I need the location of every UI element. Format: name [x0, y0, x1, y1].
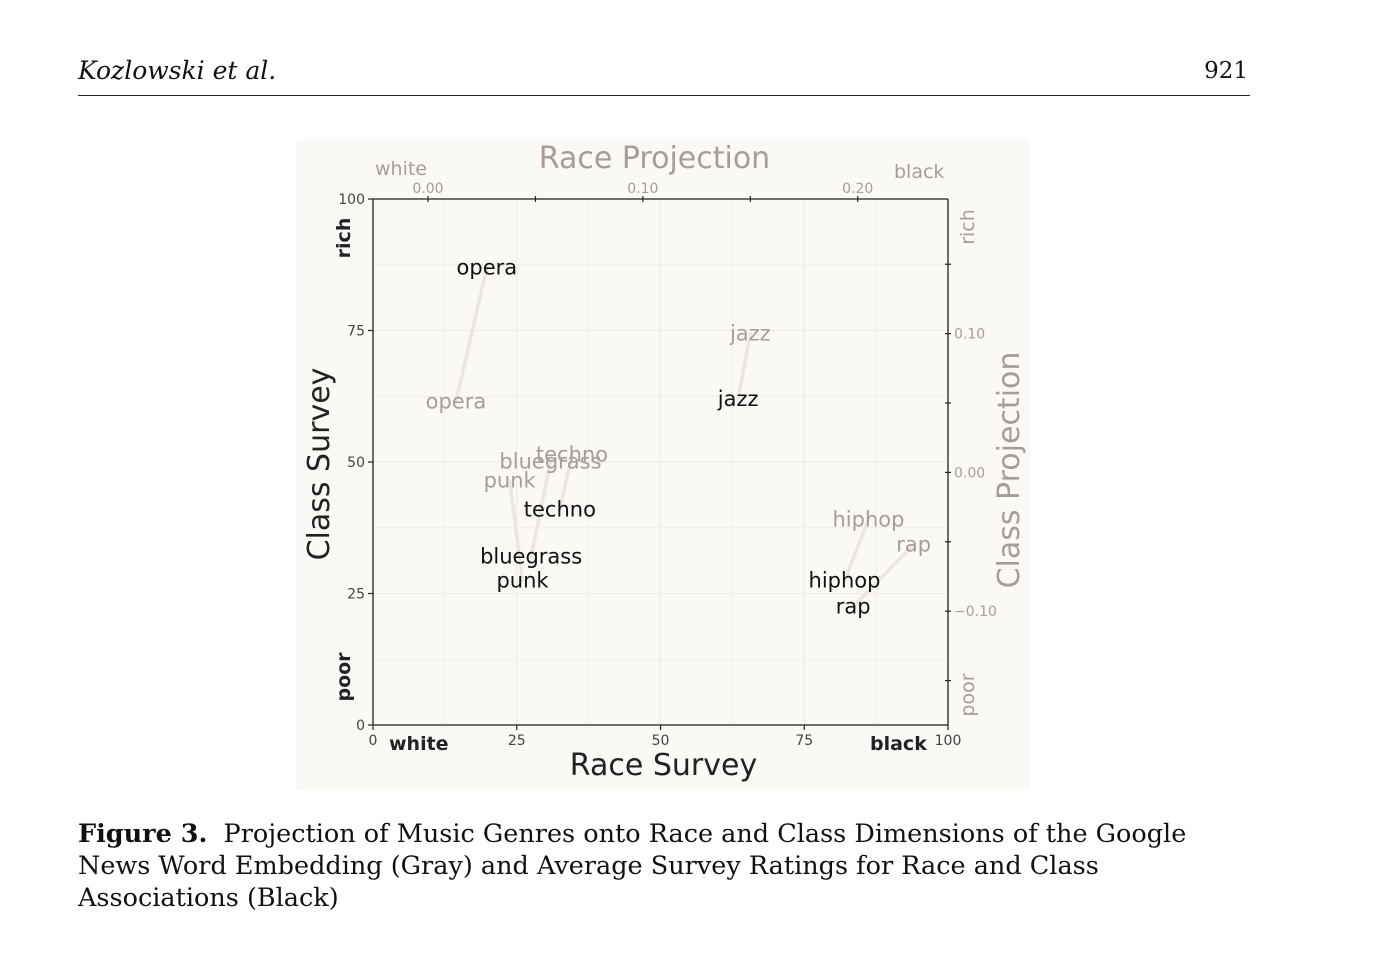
- x-tick-label: 75: [795, 733, 813, 749]
- survey-label-jazz: jazz: [717, 387, 759, 411]
- projection-label-rap: rap: [896, 533, 931, 557]
- y-tick-label: 25: [347, 587, 365, 603]
- page-number: 921: [1204, 58, 1248, 84]
- survey-label-rap: rap: [836, 595, 871, 619]
- survey-label-opera: opera: [457, 255, 518, 279]
- survey-label-hiphop: hiphop: [809, 568, 881, 592]
- running-header: Kozlowski et al. 921: [78, 56, 1250, 96]
- x2-end-label-white: white: [375, 158, 427, 180]
- axes-layer: 0 25 50 75 100 0 25 50 75 100 0.00 0.10 0.20 −0.10 0.0…: [302, 141, 1027, 783]
- y-tick-label: 75: [347, 324, 365, 340]
- x-axis-title: Race Survey: [570, 748, 757, 783]
- x2-axis-title: Race Projection: [539, 141, 770, 176]
- survey-label-bluegrass: bluegrass: [480, 545, 582, 569]
- projection-label-hiphop: hiphop: [833, 508, 905, 532]
- y2-end-label-poor: poor: [957, 673, 979, 716]
- y2-end-label-rich: rich: [957, 209, 979, 245]
- y-tick-label: 50: [347, 455, 365, 471]
- x-tick-label: 100: [935, 733, 962, 749]
- arrow-bluegrass: [529, 459, 553, 559]
- x2-tick-label: 0.20: [842, 181, 873, 197]
- arrow-techno: [558, 452, 574, 512]
- projection-label-jazz: jazz: [729, 322, 771, 346]
- projection-label-opera: opera: [426, 390, 487, 414]
- figure-caption: Figure 3. Projection of Music Genres ont…: [78, 818, 1250, 914]
- arrow-punk: [507, 478, 525, 583]
- running-header-authors: Kozlowski et al.: [78, 56, 277, 85]
- survey-label-techno: techno: [524, 497, 596, 521]
- y-tick-label: 0: [356, 718, 365, 734]
- genre-projection-chart: 0 25 50 75 100 0 25 50 75 100 0.00 0.10 0.20 −0.10 0.0…: [302, 141, 1027, 783]
- x-tick-label: 50: [652, 733, 670, 749]
- x2-end-label-black: black: [894, 161, 944, 183]
- y2-tick-label: −0.10: [954, 604, 997, 620]
- figure-label: Figure 3.: [78, 819, 208, 849]
- arrow-opera: [454, 265, 489, 404]
- x-tick-label: 25: [508, 733, 526, 749]
- y2-tick-label: 0.10: [954, 327, 985, 343]
- projection-label-punk: punk: [484, 469, 537, 493]
- y2-tick-label: 0.00: [954, 465, 985, 481]
- x-end-label-black: black: [870, 733, 927, 755]
- x-end-label-white: white: [389, 733, 449, 755]
- figure-3: 0 25 50 75 100 0 25 50 75 100 0.00 0.10 0.20 −0.10 0.0…: [296, 140, 1030, 790]
- x2-tick-label: 0.10: [627, 181, 658, 197]
- y2-axis-title: Class Projection: [992, 352, 1027, 589]
- y-end-label-rich: rich: [333, 218, 355, 259]
- label-layer: operajazztechnobluegrasspunkhiphoprapope…: [426, 255, 931, 618]
- projection-label-bluegrass: bluegrass: [499, 449, 601, 473]
- y-tick-label: 100: [338, 192, 365, 208]
- y-end-label-poor: poor: [333, 652, 355, 702]
- arrow-rap: [851, 542, 916, 609]
- projection-label-techno: techno: [536, 442, 608, 466]
- arrow-jazz: [736, 331, 753, 401]
- x2-tick-label: 0.00: [412, 181, 443, 197]
- y-axis-title: Class Survey: [302, 368, 337, 561]
- arrow-hiphop: [842, 517, 871, 583]
- figure-caption-text: Projection of Music Genres onto Race and…: [78, 819, 1187, 913]
- x-tick-label: 0: [369, 733, 378, 749]
- survey-label-punk: punk: [496, 568, 549, 592]
- arrow-layer: [454, 265, 916, 609]
